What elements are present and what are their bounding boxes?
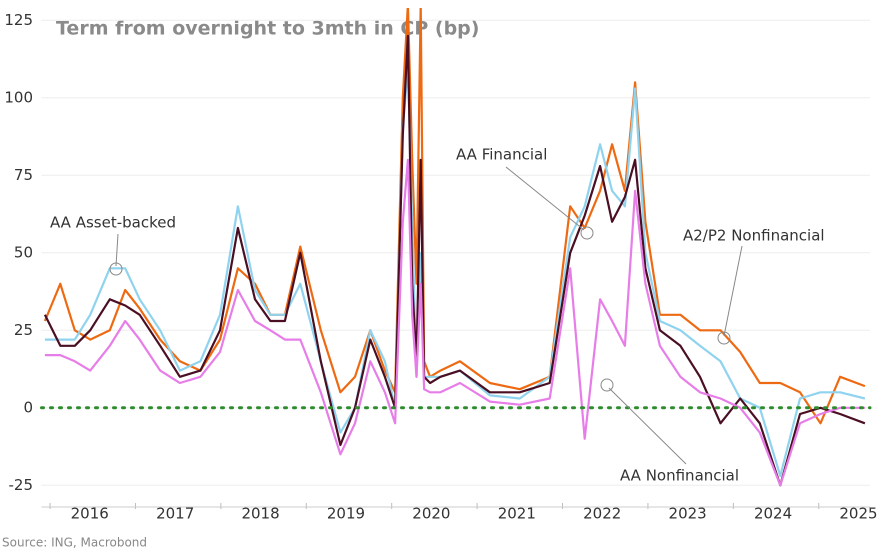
annotation-leader	[723, 245, 743, 337]
y-tick-label: 125	[4, 11, 33, 29]
series-line	[43, 34, 866, 487]
x-tick-label: 2022	[583, 505, 621, 523]
legend-label: AA Nonfinancial	[620, 467, 739, 485]
legend-label: A2/P2 Nonfinancial	[683, 227, 825, 245]
series-line	[44, 65, 866, 478]
plot-area	[43, 8, 866, 487]
annotation-marker	[109, 262, 123, 276]
annotation-leader	[505, 166, 585, 231]
chart-title: Term from overnight to 3mth in CP (bp)	[56, 18, 479, 40]
x-tick-label: 2023	[669, 505, 707, 523]
x-tick-label: 2018	[241, 505, 279, 523]
x-tick-label: 2025	[839, 505, 877, 523]
x-tick-label: 2024	[754, 505, 792, 523]
legend-label: AA Asset-backed	[50, 214, 176, 232]
y-tick-label: -25	[9, 476, 34, 494]
source: Source: ING, Macrobond	[2, 536, 147, 550]
y-tick-label: 25	[14, 321, 33, 339]
x-tick-label: 2020	[412, 505, 450, 523]
annotation-marker	[717, 331, 731, 345]
series-line	[44, 158, 865, 487]
legend-label: AA Financial	[456, 146, 547, 164]
y-tick-label: 0	[23, 398, 33, 416]
y-tick-label: 100	[4, 88, 33, 106]
annotation-leader	[115, 233, 119, 267]
annotation-marker	[600, 378, 614, 392]
x-tick-label: 2017	[156, 505, 194, 523]
y-tick-label: 50	[14, 243, 33, 261]
annotation-leader	[608, 387, 687, 465]
annotation-marker	[580, 226, 594, 240]
y-tick-label: 75	[14, 166, 33, 184]
x-tick-label: 2016	[71, 505, 109, 523]
x-tick-label: 2019	[327, 505, 365, 523]
x-tick-label: 2021	[498, 505, 536, 523]
